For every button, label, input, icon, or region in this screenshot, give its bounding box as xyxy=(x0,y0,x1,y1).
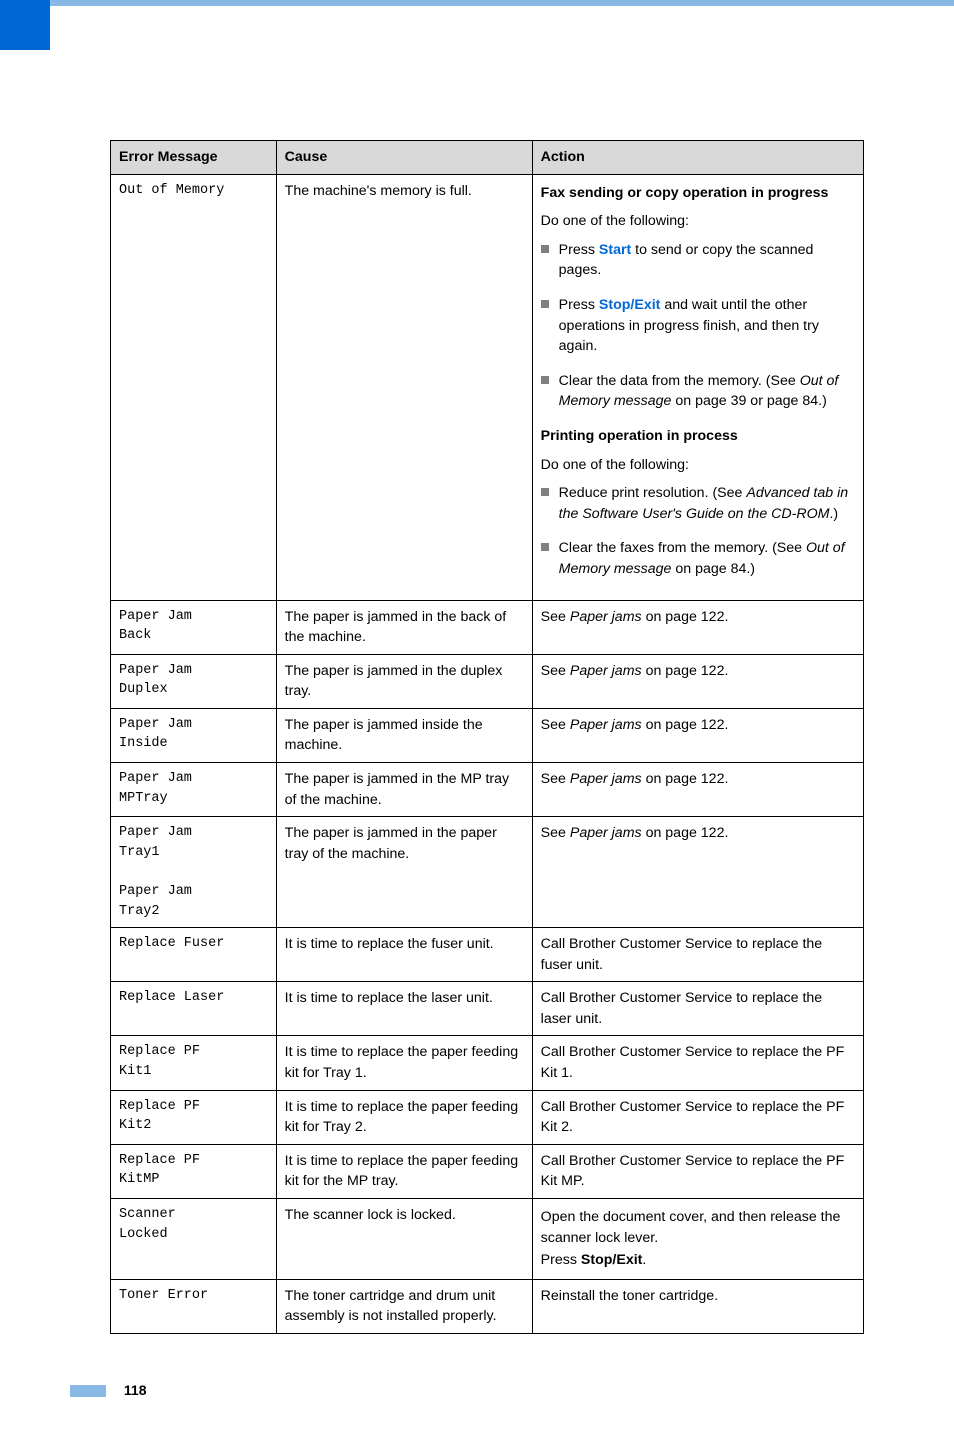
action-cell: See Paper jams on page 122. xyxy=(532,817,863,928)
table-row: Paper Jam Tray1 Paper Jam Tray2The paper… xyxy=(111,817,864,928)
cause-cell: It is time to replace the paper feeding … xyxy=(276,1036,532,1090)
page-content: Error Message Cause Action Out of Memory… xyxy=(0,60,954,1364)
action-cell: See Paper jams on page 122. xyxy=(532,708,863,762)
error-message-cell: Paper Jam MPTray xyxy=(111,763,277,817)
table-row: Out of MemoryThe machine's memory is ful… xyxy=(111,174,864,600)
cause-cell: It is time to replace the paper feeding … xyxy=(276,1090,532,1144)
error-message-cell: Paper Jam Duplex xyxy=(111,654,277,708)
col-error-message: Error Message xyxy=(111,141,277,175)
cause-cell: The toner cartridge and drum unit assemb… xyxy=(276,1279,532,1333)
cause-cell: The paper is jammed inside the machine. xyxy=(276,708,532,762)
error-message-cell: Paper Jam Back xyxy=(111,600,277,654)
error-message-cell: Replace PF KitMP xyxy=(111,1144,277,1198)
error-table: Error Message Cause Action Out of Memory… xyxy=(110,140,864,1334)
table-row: Toner ErrorThe toner cartridge and drum … xyxy=(111,1279,864,1333)
error-message-cell: Replace Fuser xyxy=(111,928,277,982)
table-row: Paper Jam MPTrayThe paper is jammed in t… xyxy=(111,763,864,817)
cause-cell: The machine's memory is full. xyxy=(276,174,532,600)
table-row: Paper Jam InsideThe paper is jammed insi… xyxy=(111,708,864,762)
cause-cell: The paper is jammed in the back of the m… xyxy=(276,600,532,654)
action-cell: Open the document cover, and then releas… xyxy=(532,1199,863,1280)
action-cell: Call Brother Customer Service to replace… xyxy=(532,1090,863,1144)
action-cell: Call Brother Customer Service to replace… xyxy=(532,1144,863,1198)
footer: 118 xyxy=(0,1364,954,1438)
cause-cell: It is time to replace the paper feeding … xyxy=(276,1144,532,1198)
footer-bar xyxy=(70,1385,106,1397)
cause-cell: It is time to replace the fuser unit. xyxy=(276,928,532,982)
error-message-cell: Paper Jam Inside xyxy=(111,708,277,762)
action-cell: See Paper jams on page 122. xyxy=(532,763,863,817)
table-row: Scanner LockedThe scanner lock is locked… xyxy=(111,1199,864,1280)
page-number: 118 xyxy=(124,1382,147,1398)
cause-cell: It is time to replace the laser unit. xyxy=(276,982,532,1036)
table-row: Paper Jam BackThe paper is jammed in the… xyxy=(111,600,864,654)
table-row: Replace PF Kit2It is time to replace the… xyxy=(111,1090,864,1144)
table-header-row: Error Message Cause Action xyxy=(111,141,864,175)
table-row: Replace PF KitMPIt is time to replace th… xyxy=(111,1144,864,1198)
error-message-cell: Replace Laser xyxy=(111,982,277,1036)
error-message-cell: Replace PF Kit1 xyxy=(111,1036,277,1090)
action-cell: Call Brother Customer Service to replace… xyxy=(532,928,863,982)
col-action: Action xyxy=(532,141,863,175)
table-row: Replace PF Kit1It is time to replace the… xyxy=(111,1036,864,1090)
action-cell: Fax sending or copy operation in progres… xyxy=(532,174,863,600)
table-row: Replace LaserIt is time to replace the l… xyxy=(111,982,864,1036)
error-message-cell: Toner Error xyxy=(111,1279,277,1333)
action-cell: Call Brother Customer Service to replace… xyxy=(532,982,863,1036)
error-message-cell: Replace PF Kit2 xyxy=(111,1090,277,1144)
action-cell: See Paper jams on page 122. xyxy=(532,654,863,708)
col-cause: Cause xyxy=(276,141,532,175)
error-message-cell: Paper Jam Tray1 Paper Jam Tray2 xyxy=(111,817,277,928)
cause-cell: The paper is jammed in the paper tray of… xyxy=(276,817,532,928)
table-row: Paper Jam DuplexThe paper is jammed in t… xyxy=(111,654,864,708)
cause-cell: The paper is jammed in the duplex tray. xyxy=(276,654,532,708)
cause-cell: The paper is jammed in the MP tray of th… xyxy=(276,763,532,817)
action-cell: Call Brother Customer Service to replace… xyxy=(532,1036,863,1090)
error-message-cell: Scanner Locked xyxy=(111,1199,277,1280)
error-message-cell: Out of Memory xyxy=(111,174,277,600)
action-cell: Reinstall the toner cartridge. xyxy=(532,1279,863,1333)
action-cell: See Paper jams on page 122. xyxy=(532,600,863,654)
cause-cell: The scanner lock is locked. xyxy=(276,1199,532,1280)
table-row: Replace FuserIt is time to replace the f… xyxy=(111,928,864,982)
top-band xyxy=(0,0,954,60)
